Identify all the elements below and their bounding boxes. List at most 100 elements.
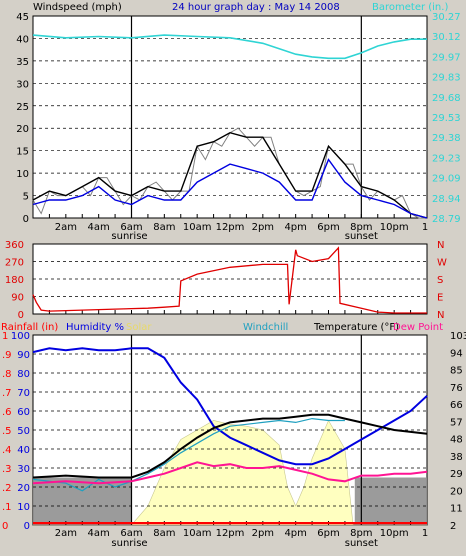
rain-y-tick-label: .3 [2, 464, 12, 475]
temp-time-label-end: 1 [422, 528, 428, 539]
temp-sunrise-label: sunrise [111, 538, 147, 549]
temp-predawn-shade [33, 477, 132, 525]
direction-plot-area [32, 243, 428, 315]
direction-compass-label: S [437, 275, 443, 286]
barometer-y-tick-label: 29.38 [432, 133, 461, 144]
rain-y-tick-label: .1 [2, 502, 12, 513]
rain-y-tick-label: 0 [2, 521, 8, 532]
solar-axis-title: Solar [126, 322, 152, 333]
wind-time-label-end: 1 [422, 222, 428, 233]
direction-compass-label: E [437, 293, 443, 304]
temperature-y-tick-label: 20 [450, 486, 463, 497]
temp-time-label: 10am [183, 528, 212, 539]
direction-compass-label: N [437, 310, 444, 321]
temp-time-label: 6pm [317, 528, 339, 539]
humidity-y-tick-label: 80 [17, 369, 30, 380]
windchill-line [32, 417, 345, 492]
wind-time-label: 2am [55, 222, 77, 233]
wind-direction-line [32, 246, 427, 314]
rain-y-tick-label: .7 [2, 388, 12, 399]
temperature-line [32, 413, 428, 479]
humidity-y-tick-label: 0 [24, 521, 30, 532]
windspeed-axis-title: Windspeed (mph) [33, 2, 122, 13]
direction-y-tick-label: 0 [18, 310, 24, 321]
temp-time-label: 2pm [252, 528, 274, 539]
temperature-y-tick-label: 11 [450, 504, 463, 515]
wind-time-label: 6pm [317, 222, 339, 233]
temperature-y-tick-label: 57 [450, 417, 463, 428]
temp-time-label: 10pm [380, 528, 409, 539]
direction-y-tick-label: 180 [5, 275, 24, 286]
wind-time-label: 8pm [350, 222, 372, 233]
wind-time-label: 8am [153, 222, 175, 233]
wind-y-tick-label: 30 [16, 79, 29, 90]
wind-sunset-label: sunset [345, 231, 378, 242]
wind-y-tick-label: 35 [16, 57, 29, 68]
wind-time-label: 2pm [252, 222, 274, 233]
barometer-line [32, 34, 427, 60]
temperature-axis-title: Temperature (°F) [313, 322, 399, 333]
rain-y-tick-label: .9 [2, 350, 12, 361]
temp-time-label: 8pm [350, 528, 372, 539]
rain-y-tick-label: .8 [2, 369, 12, 380]
barometer-axis-title: Barometer (in.) [372, 2, 448, 13]
wind-time-label: 12pm [216, 222, 245, 233]
rain-y-tick-label: .5 [2, 426, 12, 437]
wind-y-tick-label: 25 [16, 102, 29, 113]
barometer-y-tick-label: 29.83 [432, 73, 461, 84]
barometer-y-tick-label: 29.23 [432, 153, 461, 164]
humidity-y-tick-label: 100 [11, 331, 30, 342]
wind-y-tick-label: 10 [16, 169, 29, 180]
wind-y-tick-label: 0 [23, 214, 29, 225]
rain-y-tick-label: .6 [2, 407, 12, 418]
humidity-y-tick-label: 50 [17, 426, 30, 437]
humidity-y-tick-label: 90 [17, 350, 30, 361]
windchill-axis-title: Windchill [243, 322, 288, 333]
wind-time-label: 4am [88, 222, 110, 233]
windspeed-barometer-panel: 0 5 10 15 20 25 30 35 40 45 28.79 28.94 29.09 29.23 29… [16, 12, 460, 242]
barometer-y-tick-label: 28.94 [432, 194, 461, 205]
barometer-y-tick-label: 30.27 [432, 12, 461, 23]
wind-time-label: 4pm [284, 222, 306, 233]
humidity-y-tick-label: 30 [17, 464, 30, 475]
barometer-y-tick-label: 29.68 [432, 93, 461, 104]
wind-time-label: 10am [183, 222, 212, 233]
rain-y-tick-label: .4 [2, 445, 12, 456]
humidity-y-tick-label: 60 [17, 407, 30, 418]
temp-time-label: 12pm [216, 528, 245, 539]
temperature-y-tick-label: 103 [450, 331, 466, 342]
wind-sunrise-label: sunrise [111, 231, 147, 242]
rainfall-axis-title: Rainfall (in) [1, 322, 58, 333]
temp-sunset-label: sunset [345, 538, 378, 549]
temp-time-label: 8am [153, 528, 175, 539]
temperature-y-tick-label: 66 [450, 400, 463, 411]
wind-y-tick-label: 5 [23, 192, 29, 203]
wind-y-tick-label: 15 [16, 147, 29, 158]
temperature-y-tick-label: 48 [450, 435, 463, 446]
direction-y-tick-label: 360 [5, 240, 24, 251]
temperature-y-tick-label: 38 [450, 452, 463, 463]
rain-y-tick-label: 1 [2, 331, 8, 342]
humidity-line [32, 347, 428, 466]
dew-point-axis-title: Dew Point [393, 322, 443, 333]
barometer-y-tick-label: 29.53 [432, 113, 461, 124]
temperature-y-tick-label: 29 [450, 469, 463, 480]
direction-compass-label: W [437, 258, 447, 269]
direction-compass-label: N [437, 240, 444, 251]
temp-time-label: 2am [55, 528, 77, 539]
temp-night-shade [354, 477, 427, 525]
humidity-y-tick-label: 40 [17, 445, 30, 456]
direction-y-tick-label: 90 [11, 293, 24, 304]
wind-average-line [32, 158, 428, 219]
direction-y-tick-label: 270 [5, 258, 24, 269]
temp-time-label: 4am [88, 528, 110, 539]
temp-time-label: 4pm [284, 528, 306, 539]
barometer-y-tick-label: 28.79 [432, 214, 461, 225]
wind-gust-line [32, 131, 428, 219]
temperature-humidity-panel: 0.1.2.3.4.5.6.7.8.9101020304050607080901… [2, 331, 466, 549]
wind-y-tick-label: 20 [16, 124, 29, 135]
wind-y-tick-label: 40 [16, 34, 29, 45]
